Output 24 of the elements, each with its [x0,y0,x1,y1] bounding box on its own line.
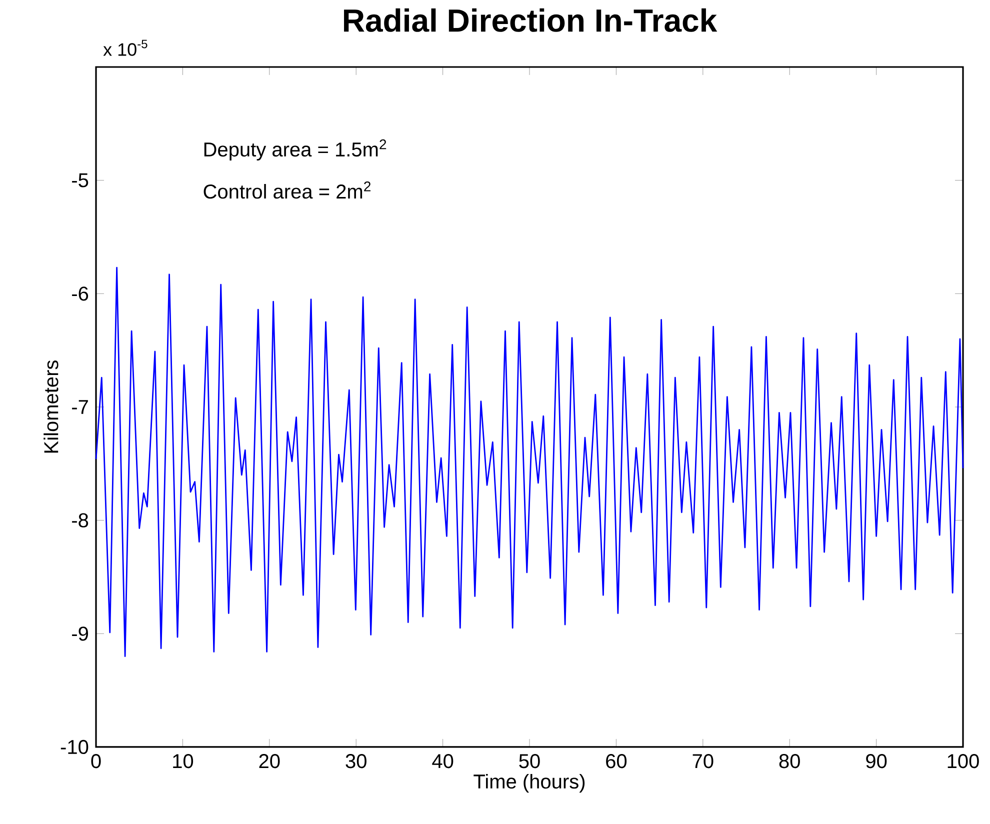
y-tick-label: -10 [60,740,88,754]
line-series [95,266,964,658]
annotation: Deputy area = 1.5m$^{2}$ [204,139,386,161]
x-tick-label: 10 [173,754,194,768]
x-tick-label: 50 [519,754,540,768]
x-tick-label: 100 [948,754,979,768]
x-tick-label: 30 [346,754,366,768]
y-tick-label: -7 [72,400,88,414]
chart-title: Radial Direction In-Track [344,8,718,32]
x-tick-label: 90 [866,754,887,768]
x-tick-label: 40 [432,754,454,768]
y-tick-label: -6 [72,286,88,301]
y-tick-label: -5 [72,173,88,188]
x-tick-label: 0 [91,754,101,768]
x-tick-label: 20 [259,754,280,768]
x-tick-label: 80 [779,754,800,768]
x-tick-label: 60 [606,754,627,768]
annotation: Control area = 2m$^{2}$ [204,181,371,199]
y-tick-label: -8 [72,513,88,528]
text: x 10$^{-5}$ [103,40,148,56]
x-axis-title: Time (hours) [474,774,585,793]
y-axis-title: Kilometers [44,360,58,453]
y-tick-label: -9 [72,626,88,641]
x-tick-label: 70 [692,754,714,768]
